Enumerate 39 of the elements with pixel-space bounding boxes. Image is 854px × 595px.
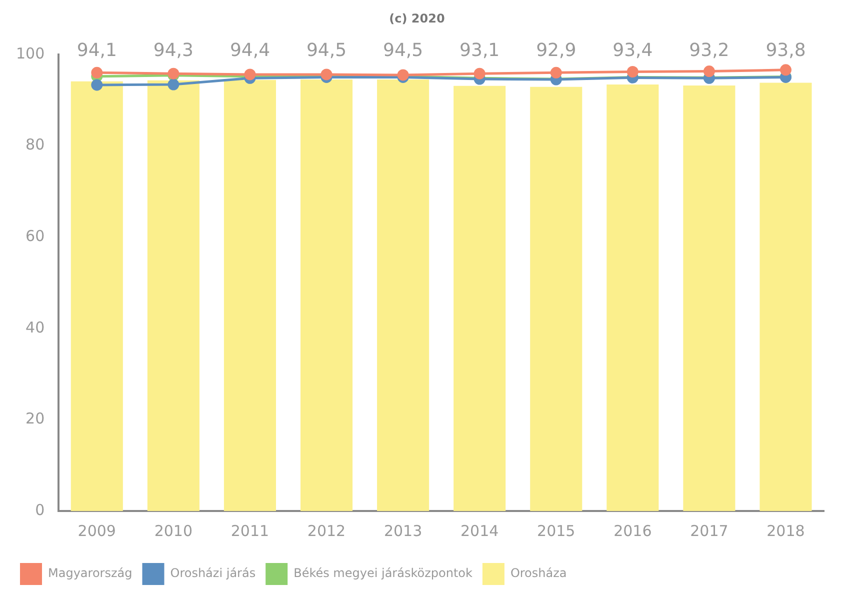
y-tick-label: 60 xyxy=(26,226,45,245)
x-tick-label: 2010 xyxy=(154,522,193,540)
y-tick-label: 100 xyxy=(16,44,45,62)
data-label: 94,5 xyxy=(383,40,424,62)
data-label: 94,5 xyxy=(306,40,347,62)
point xyxy=(91,79,103,91)
x-tick-label: 2017 xyxy=(690,522,728,540)
chart-title: (c) 2020 xyxy=(389,11,445,26)
x-tick-label: 2014 xyxy=(460,522,499,540)
data-label: 94,4 xyxy=(230,40,270,62)
point xyxy=(626,66,638,78)
y-tick-label: 0 xyxy=(35,500,45,519)
x-tick-label: 2012 xyxy=(307,522,346,540)
point xyxy=(91,66,103,78)
x-tick-label: 2018 xyxy=(766,522,805,540)
point xyxy=(550,66,562,78)
point xyxy=(168,78,180,90)
legend-label: Orosházi járás xyxy=(170,566,256,580)
data-label: 94,1 xyxy=(76,40,117,62)
x-tick-label: 2011 xyxy=(230,522,270,540)
x-tick-label: 2013 xyxy=(384,522,422,540)
data-label: 93,2 xyxy=(689,40,730,62)
y-tick-label: 20 xyxy=(26,410,45,428)
y-tick-label: 40 xyxy=(26,318,45,336)
x-tick-label: 2016 xyxy=(614,522,652,540)
x-tick-label: 2009 xyxy=(78,522,116,540)
x-tick-label: 2015 xyxy=(537,522,576,540)
data-label: 93,1 xyxy=(460,40,500,62)
legend-label: Orosháza xyxy=(510,566,567,580)
point xyxy=(780,64,792,76)
legend-label: Békés megyei járásközpontok xyxy=(294,566,472,580)
data-label: 92,9 xyxy=(536,40,576,62)
y-tick-label: 80 xyxy=(26,136,45,154)
data-label: 93,8 xyxy=(766,40,806,62)
point xyxy=(474,68,486,80)
legend-label: Magyarország xyxy=(48,566,132,580)
data-label: 93,4 xyxy=(612,40,653,62)
point xyxy=(703,66,715,78)
data-label: 94,3 xyxy=(153,40,194,62)
